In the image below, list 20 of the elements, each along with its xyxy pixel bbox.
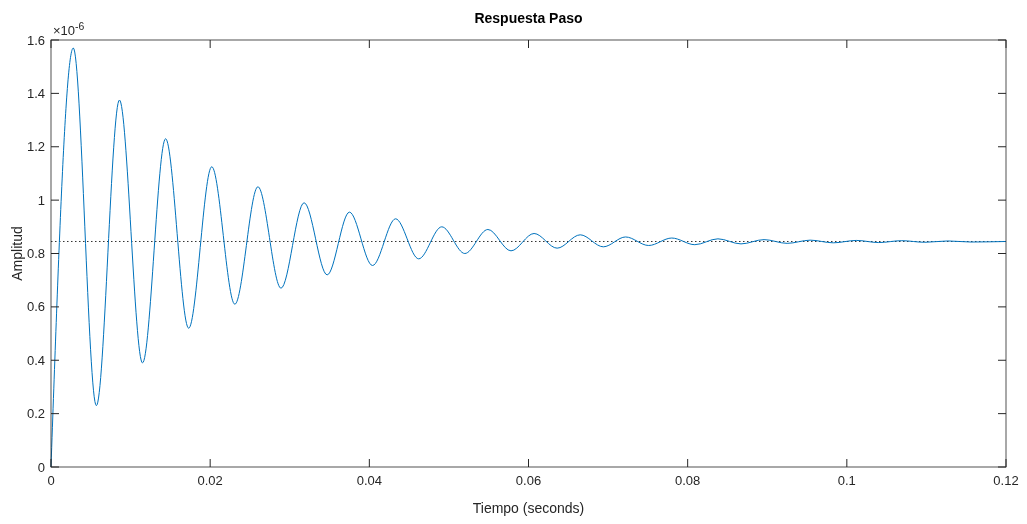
x-tick-label: 0.04 bbox=[356, 473, 382, 488]
x-tick-label: 0.1 bbox=[837, 473, 856, 488]
y-tick-label: 0.8 bbox=[26, 246, 45, 261]
x-tick-label: 0.12 bbox=[993, 473, 1019, 488]
y-tick-label: 0 bbox=[37, 459, 45, 475]
x-tick-label: 0 bbox=[47, 473, 55, 488]
text: ×10$^{-6}$ bbox=[53, 20, 85, 38]
x-tick-label: 0.02 bbox=[197, 473, 223, 488]
y-tick-label: 0.4 bbox=[26, 352, 45, 368]
x-axis-title: Tiempo (seconds) bbox=[472, 500, 585, 516]
y-tick-label: 1 bbox=[37, 192, 45, 208]
x-tick-label: 0.06 bbox=[515, 473, 542, 488]
y-tick-label: 1.4 bbox=[26, 85, 45, 101]
chart-title: Respuesta Paso bbox=[474, 10, 583, 26]
y-axis-title: Amplitud bbox=[9, 226, 25, 281]
x-tick-label: 0.08 bbox=[675, 473, 701, 488]
y-tick-label: 0.6 bbox=[26, 299, 45, 315]
y-tick-label: 1.2 bbox=[26, 139, 45, 155]
y-tick-label: 1.6 bbox=[26, 32, 45, 48]
y-tick-label: 0.2 bbox=[26, 406, 45, 422]
